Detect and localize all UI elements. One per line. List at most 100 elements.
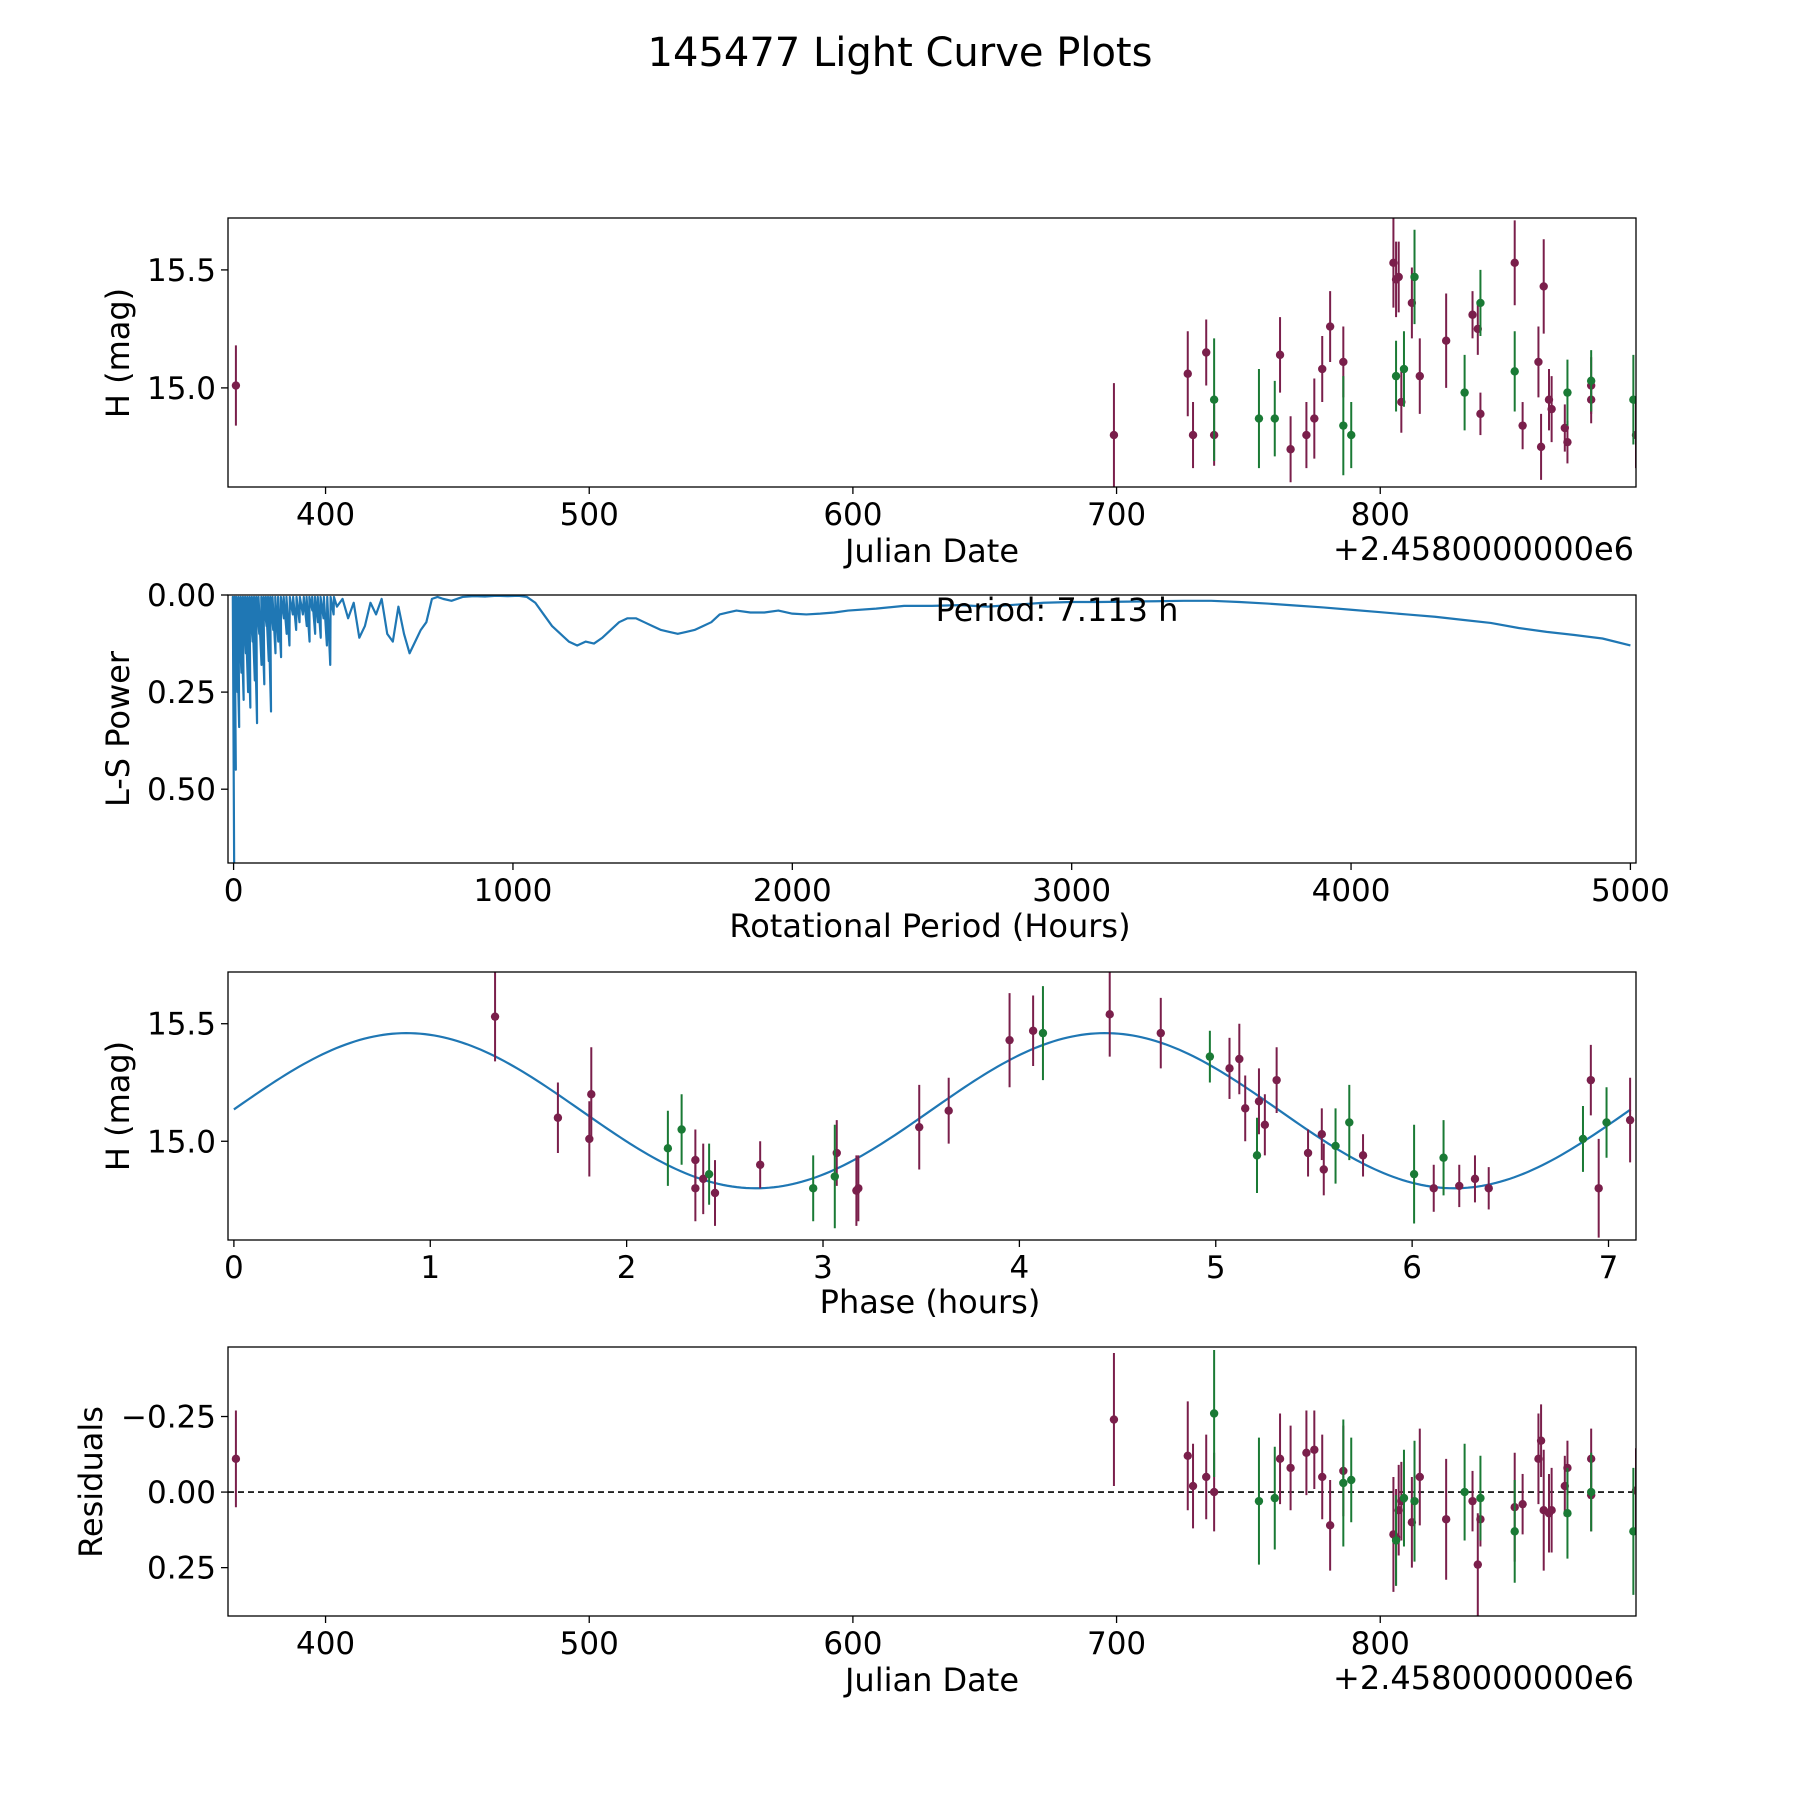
residuals-point-r xyxy=(1183,1451,1192,1461)
lightcurve-xlabel: Julian Date xyxy=(843,532,1019,570)
phase-point-g xyxy=(1038,1028,1048,1038)
lightcurve-xtick-label: 700 xyxy=(1087,497,1146,533)
residuals-point-g xyxy=(1460,1487,1469,1497)
lightcurve-point-r xyxy=(1275,350,1285,360)
residuals-xtick-label: 400 xyxy=(296,1626,355,1662)
residuals-point-r xyxy=(1286,1463,1295,1473)
phase-fit-curve xyxy=(233,1032,1632,1190)
residuals-point-g xyxy=(1629,1527,1636,1536)
periodogram-xtick-label: 3000 xyxy=(1032,873,1111,909)
phase-point-g xyxy=(830,1172,839,1181)
periodogram-ytick-label: 0.25 xyxy=(147,675,216,711)
lightcurve-point-g xyxy=(1410,272,1419,282)
residuals-ytick-label: 0.25 xyxy=(147,1551,216,1587)
residuals-point-r xyxy=(1518,1499,1527,1509)
residuals-xtick-label: 600 xyxy=(823,1626,882,1662)
residuals-point-r xyxy=(1310,1445,1319,1454)
phase-ticks: 0 1 2 3 4 5 6 7 15.5 15.0 xyxy=(147,1007,1618,1286)
residuals-point-g xyxy=(1510,1527,1519,1536)
lightcurve-point-g xyxy=(1399,364,1409,374)
lightcurve-point-g xyxy=(1254,414,1264,423)
phase-plot-area xyxy=(233,972,1635,1238)
phase-point-r xyxy=(1586,1075,1596,1085)
residuals-point-g xyxy=(1563,1509,1572,1518)
periodogram-xtick-label: 2000 xyxy=(753,873,832,909)
lightcurve-point-g xyxy=(1629,395,1636,404)
lightcurve-point-g xyxy=(1391,371,1401,381)
lightcurve-point-r xyxy=(1394,272,1403,282)
residuals-point-r xyxy=(1209,1487,1219,1497)
lightcurve-xtick-label: 800 xyxy=(1351,497,1410,533)
phase-point-r xyxy=(755,1160,765,1169)
phase-xtick-label: 7 xyxy=(1599,1250,1619,1286)
residuals-point-r xyxy=(1202,1472,1211,1482)
lightcurve-point-g xyxy=(1563,388,1572,397)
lightcurve-ytick-label: 15.5 xyxy=(147,253,216,289)
lightcurve-point-r xyxy=(1563,437,1572,447)
phase-xlabel: Phase (hours) xyxy=(820,1283,1041,1321)
lightcurve-point-g xyxy=(1460,388,1469,397)
lightcurve-point-r xyxy=(1441,336,1451,345)
lightcurve-point-g xyxy=(1586,376,1596,386)
residuals-point-g xyxy=(1270,1493,1279,1503)
periodogram-ticks: 0 1000 2000 3000 4000 5000 0.00 0.25 0.50 xyxy=(147,578,1670,909)
lightcurve-point-r xyxy=(1318,364,1327,374)
phase-ytick-label: 15.5 xyxy=(147,1007,216,1043)
residuals-point-g xyxy=(1391,1536,1401,1545)
residuals-plot-area xyxy=(228,1350,1636,1616)
residuals-point-r xyxy=(1302,1448,1311,1457)
periodogram-panel: 0 1000 2000 3000 4000 5000 0.00 0.25 0.50 Period… xyxy=(99,578,1670,945)
phase-point-r xyxy=(699,1174,708,1184)
lightcurve-point-r xyxy=(1325,322,1335,331)
lightcurve-point-r xyxy=(1518,421,1527,430)
phase-point-g xyxy=(1439,1153,1448,1162)
lightcurve-point-r xyxy=(231,381,241,390)
lightcurve-point-r xyxy=(1310,414,1319,423)
phase-point-r xyxy=(1272,1075,1281,1085)
residuals-point-g xyxy=(1476,1493,1485,1503)
phase-point-r xyxy=(1005,1035,1014,1045)
phase-ylabel: H (mag) xyxy=(99,1041,137,1171)
residuals-point-r xyxy=(1188,1481,1198,1491)
phase-point-r xyxy=(1235,1054,1244,1064)
phase-point-r xyxy=(1105,1010,1114,1019)
lightcurve-point-g xyxy=(1510,367,1519,376)
phase-point-r xyxy=(1625,1115,1635,1125)
residuals-ticks: 400 500 600 700 800 0.25 0.00 −0.25 xyxy=(121,1400,1410,1662)
residuals-xtick-label: 500 xyxy=(560,1626,619,1662)
lightcurve-point-r xyxy=(1476,409,1485,419)
phase-xtick-label: 4 xyxy=(1010,1250,1030,1286)
phase-point-r xyxy=(1225,1064,1234,1073)
lightcurve-axes-frame xyxy=(227,217,1637,488)
residuals-xtick-label: 800 xyxy=(1351,1626,1410,1662)
phase-point-r xyxy=(915,1122,924,1132)
residuals-point-r xyxy=(1318,1472,1327,1482)
lightcurve-point-r xyxy=(1547,404,1556,414)
periodogram-xlabel: Rotational Period (Hours) xyxy=(729,907,1130,945)
lightcurve-plot-area xyxy=(231,218,1636,487)
lightcurve-offset-text: +2.4580000000e6 xyxy=(1333,530,1634,568)
residuals-ylabel: Residuals xyxy=(72,1406,110,1558)
periodogram-ytick-label: 0.00 xyxy=(147,578,216,614)
phase-xtick-label: 2 xyxy=(617,1250,637,1286)
phase-point-r xyxy=(1319,1165,1328,1174)
residuals-point-r xyxy=(1275,1454,1285,1464)
residuals-point-g xyxy=(1410,1496,1419,1506)
residuals-axes-frame xyxy=(227,1346,1637,1617)
periodogram-xtick-label: 4000 xyxy=(1312,873,1391,909)
lightcurve-point-r xyxy=(1536,442,1546,452)
residuals-point-r xyxy=(1468,1496,1477,1506)
residuals-point-g xyxy=(1347,1475,1356,1485)
lightcurve-xtick-label: 600 xyxy=(823,497,882,533)
phase-xtick-label: 5 xyxy=(1206,1250,1226,1286)
residuals-point-r xyxy=(231,1454,241,1464)
phase-point-r xyxy=(1594,1184,1603,1193)
figure-title: 145477 Light Curve Plots xyxy=(648,30,1153,76)
residuals-point-r xyxy=(1536,1436,1546,1445)
lightcurve-point-r xyxy=(1539,282,1548,291)
residuals-offset-text: +2.4580000000e6 xyxy=(1333,1659,1634,1697)
phase-point-r xyxy=(1358,1151,1368,1160)
lightcurve-ticks: 400 500 600 700 800 15.5 15.0 xyxy=(147,253,1410,533)
phase-point-r xyxy=(1241,1104,1250,1113)
residuals-xtick-label: 700 xyxy=(1087,1626,1146,1662)
